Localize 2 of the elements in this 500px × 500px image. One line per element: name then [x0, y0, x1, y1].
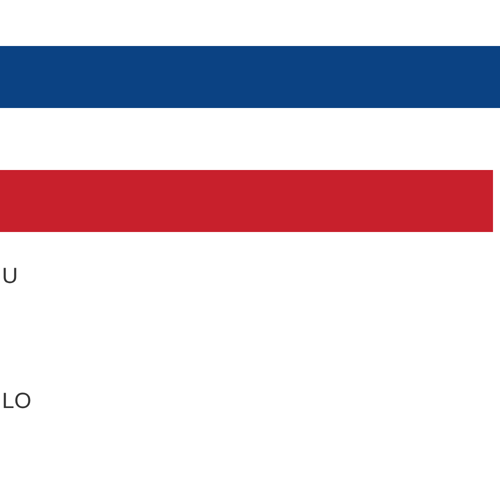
annotation: U	[2, 263, 18, 288]
text: LO	[2, 388, 32, 413]
